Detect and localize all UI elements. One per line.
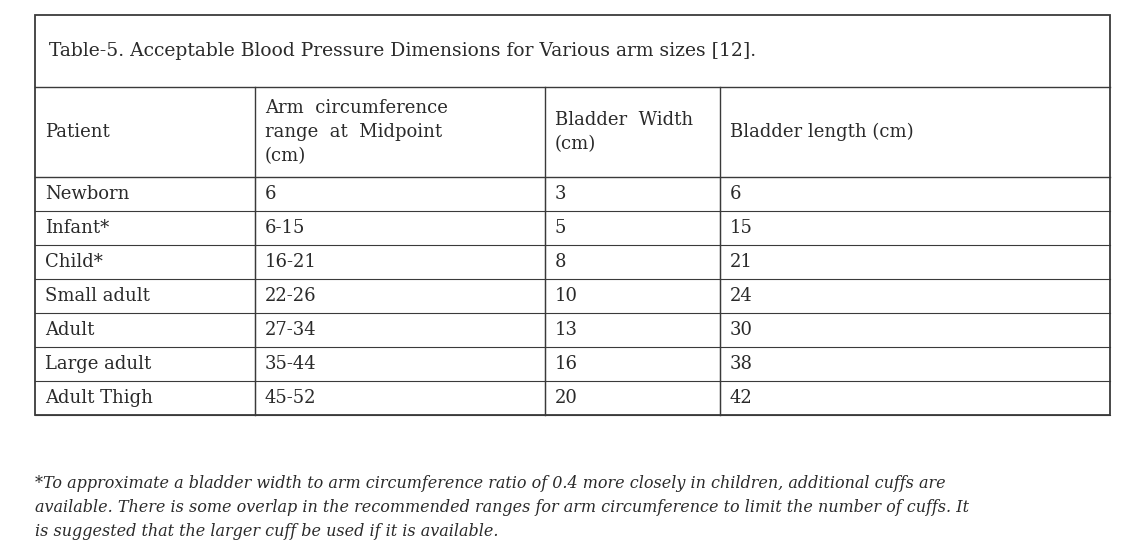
Text: 6-15: 6-15 — [265, 219, 305, 237]
Text: 6: 6 — [265, 185, 276, 203]
Text: 3: 3 — [555, 185, 567, 203]
Text: 35-44: 35-44 — [265, 355, 316, 373]
Text: 16: 16 — [555, 355, 578, 373]
Text: 13: 13 — [555, 321, 578, 339]
Text: 22-26: 22-26 — [265, 287, 316, 305]
Text: Bladder length (cm): Bladder length (cm) — [730, 123, 913, 141]
Text: Arm  circumference
range  at  Midpoint
(cm): Arm circumference range at Midpoint (cm) — [265, 99, 448, 165]
Text: Adult: Adult — [45, 321, 94, 339]
Text: 27-34: 27-34 — [265, 321, 316, 339]
Text: Bladder  Width
(cm): Bladder Width (cm) — [555, 111, 693, 153]
Text: 21: 21 — [730, 253, 753, 271]
Text: Child*: Child* — [45, 253, 103, 271]
Text: Small adult: Small adult — [45, 287, 150, 305]
Text: 38: 38 — [730, 355, 753, 373]
Text: 42: 42 — [730, 389, 753, 407]
Text: Adult Thigh: Adult Thigh — [45, 389, 153, 407]
Text: Large adult: Large adult — [45, 355, 151, 373]
Text: 8: 8 — [555, 253, 567, 271]
Text: Newborn: Newborn — [45, 185, 129, 203]
Text: 20: 20 — [555, 389, 578, 407]
Text: 5: 5 — [555, 219, 567, 237]
Bar — [35, 15, 1110, 415]
Text: 6: 6 — [730, 185, 742, 203]
Text: Table-5. Acceptable Blood Pressure Dimensions for Various arm sizes [12].: Table-5. Acceptable Blood Pressure Dimen… — [49, 42, 756, 60]
Text: 16-21: 16-21 — [265, 253, 316, 271]
Text: 10: 10 — [555, 287, 578, 305]
Text: *To approximate a bladder width to arm circumference ratio of 0.4 more closely i: *To approximate a bladder width to arm c… — [35, 475, 969, 540]
Text: 15: 15 — [730, 219, 753, 237]
Text: Patient: Patient — [45, 123, 110, 141]
Text: 30: 30 — [730, 321, 753, 339]
Text: Infant*: Infant* — [45, 219, 109, 237]
Text: 45-52: 45-52 — [265, 389, 316, 407]
Text: 24: 24 — [730, 287, 753, 305]
